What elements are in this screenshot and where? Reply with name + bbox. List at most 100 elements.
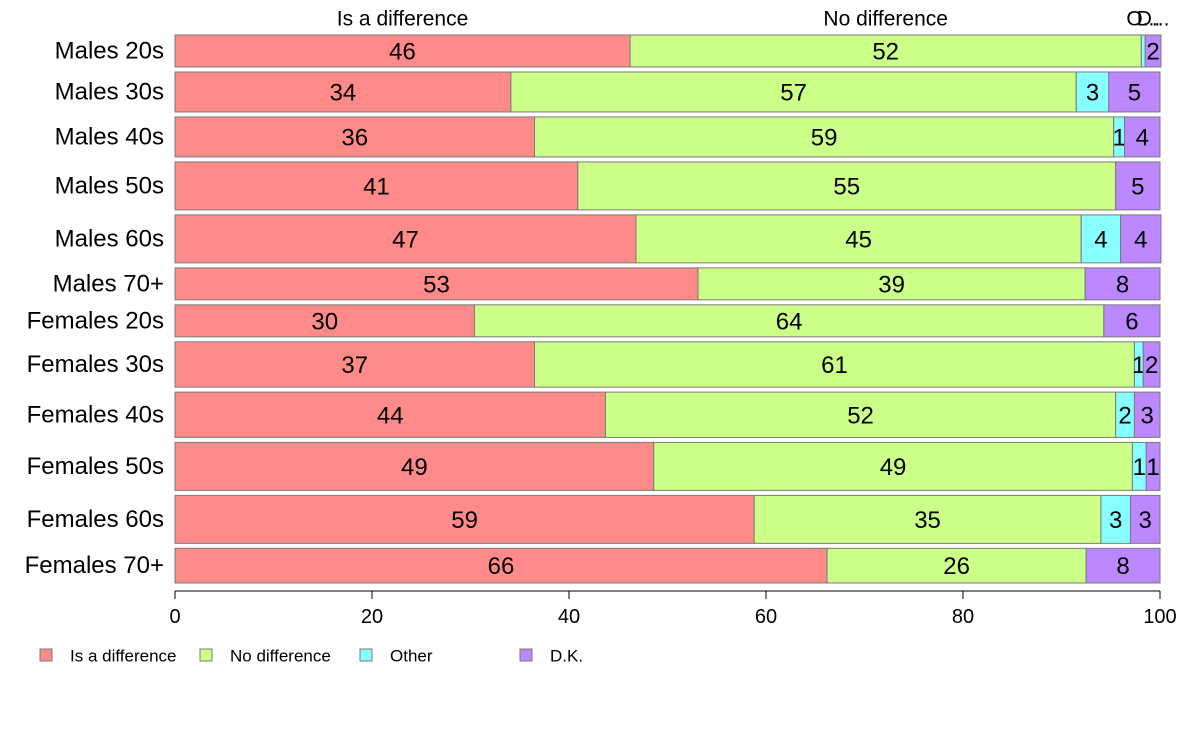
bar-segment-d-k [1129,494,1161,544]
data-label: 8 [1116,271,1129,298]
data-label: 52 [847,402,874,429]
bar-row-females-50s: Females 50s 49 49 1 1 [27,441,1161,491]
bar-segment-other [1075,71,1110,113]
data-label: 55 [833,173,860,200]
data-label: 45 [845,226,872,253]
data-label: 30 [311,308,338,335]
bar-segment-is-a-difference [174,547,828,584]
data-label: 64 [776,308,803,335]
data-label: 4 [1134,226,1147,253]
bar-segment-no-difference [629,34,1142,68]
data-label: 5 [1131,173,1144,200]
column-header: Is a difference [337,8,469,31]
data-label: 59 [451,507,478,534]
data-label: 47 [392,226,419,253]
bar-row-males-50s: Males 50s 41 55 5 [55,161,1161,211]
data-label: 57 [780,79,807,106]
bar-segment-no-difference [577,161,1117,211]
bar-segment-d-k [1085,547,1161,584]
data-label: 1 [1112,124,1125,151]
category-label: Males 60s [55,225,164,252]
bar-row-females-70: Females 70+ 66 26 8 [25,547,1161,584]
legend-swatch [519,648,533,662]
legend: Is a difference No difference Other D.K. [39,647,583,666]
x-tick-label: 60 [755,606,777,628]
data-label: 2 [1146,38,1159,65]
category-label: Males 70+ [53,270,164,297]
data-label: 46 [389,38,416,65]
data-label: 5 [1128,79,1141,106]
data-label: 39 [878,271,905,298]
bar-segment-is-a-difference [174,341,536,388]
data-label: 1 [1133,454,1146,481]
data-label: 36 [341,124,368,151]
bar-row-females-60s: Females 60s 59 35 3 3 [27,494,1161,544]
column-header: No difference [823,8,948,31]
category-label: Females 60s [27,506,164,533]
data-label: 3 [1139,507,1152,534]
category-label: Males 50s [55,172,164,199]
bar-row-males-60s: Males 60s 47 45 4 4 [55,214,1162,264]
data-label: 34 [330,79,357,106]
bar-segment-no-difference [604,391,1117,438]
data-label: 2 [1145,352,1158,379]
x-tick-label: 80 [952,606,974,628]
data-label: 1 [1146,454,1159,481]
category-label: Males 40s [55,123,164,150]
category-label: Females 50s [27,453,164,480]
data-label: 66 [488,553,515,580]
x-tick-label: 0 [169,606,180,628]
data-label: 49 [401,454,428,481]
data-label: 8 [1116,553,1129,580]
legend-item-is-a-difference: Is a difference [39,647,176,666]
data-label: 35 [914,507,941,534]
data-label: 4 [1136,124,1149,151]
data-label: 3 [1086,79,1099,106]
bar-segment-no-difference [753,494,1102,544]
bar-segment-is-a-difference [174,494,755,544]
bar-segment-is-a-difference [174,116,536,158]
data-label: 61 [821,352,848,379]
data-label: 4 [1094,226,1107,253]
category-label: Males 20s [55,37,164,64]
x-axis: 0 20 40 60 80 100 [169,590,1177,628]
bar-segment-is-a-difference [174,441,655,491]
data-label: 59 [811,124,838,151]
legend-label: D.K. [550,647,583,666]
data-label: 1 [1132,352,1145,379]
bar-segment-no-difference [534,341,1135,388]
bar-segment-d-k [1142,341,1161,388]
bar-segment-no-difference [510,71,1077,113]
bar-segment-d-k [1124,116,1161,158]
bar-segment-other [1100,494,1131,544]
column-header: D... [1137,8,1170,31]
category-label: Females 20s [27,307,164,334]
data-label: 37 [341,352,368,379]
bar-segment-d-k [1133,391,1161,438]
data-label: 41 [363,173,390,200]
bar-segment-no-difference [635,214,1082,264]
category-label: Females 30s [27,351,164,378]
bar-segment-d-k [1108,71,1161,113]
bar-segment-d-k [1103,304,1161,338]
data-label: 52 [872,38,899,65]
x-tick-label: 20 [361,606,383,628]
category-label: Males 30s [55,78,164,105]
bar-row-females-40s: Females 40s 44 52 2 3 [27,391,1161,438]
legend-item-other: Other [359,647,433,666]
legend-swatch [39,648,53,662]
bar-segment-other [1140,34,1146,68]
bar-row-males-20s: Males 20s 46 52 2 [55,34,1162,68]
data-label: 26 [943,553,970,580]
bar-row-females-30s: Females 30s 37 61 1 2 [27,341,1161,388]
legend-swatch [199,648,213,662]
bar-row-males-30s: Males 30s 34 57 3 5 [55,71,1161,113]
bar-segment-d-k [1084,267,1161,301]
bar-row-males-70: Males 70+ 53 39 8 [53,267,1161,301]
legend-label: Is a difference [70,647,176,666]
column-headers: Is a difference No difference O...D... [337,8,1170,31]
legend-item-no-difference: No difference [199,647,331,666]
x-tick-label: 100 [1143,606,1176,628]
data-label: 44 [377,402,404,429]
